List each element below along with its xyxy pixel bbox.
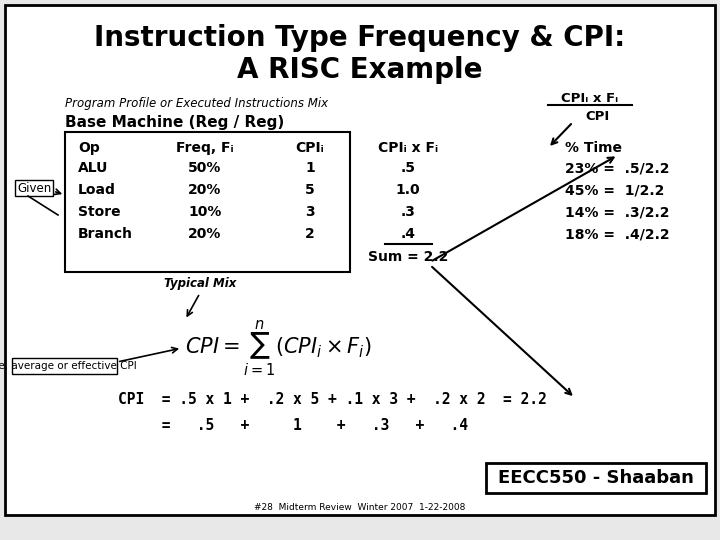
Text: CPI: CPI	[586, 110, 610, 123]
Text: i.e. average or effective CPI: i.e. average or effective CPI	[0, 361, 136, 371]
Text: % Time: % Time	[565, 141, 622, 155]
Text: Base Machine (Reg / Reg): Base Machine (Reg / Reg)	[65, 114, 284, 130]
Bar	[486, 463, 706, 493]
Bar	[65, 132, 350, 272]
Text: 2: 2	[305, 227, 315, 241]
Text: CPIᵢ: CPIᵢ	[296, 141, 325, 155]
Text: =   .5   +     1    +   .3   +   .4: = .5 + 1 + .3 + .4	[118, 417, 468, 433]
Text: Typical Mix: Typical Mix	[164, 276, 236, 289]
Text: Given: Given	[17, 181, 51, 194]
Bar	[15, 180, 53, 196]
Text: $CPI = \sum_{i=1}^{n}\left(CPI_i \times F_i\right)$: $CPI = \sum_{i=1}^{n}\left(CPI_i \times …	[185, 318, 372, 378]
Text: 10%: 10%	[189, 205, 222, 219]
Text: CPIᵢ x Fᵢ: CPIᵢ x Fᵢ	[378, 141, 438, 155]
Text: 23% =  .5/2.2: 23% = .5/2.2	[565, 161, 670, 175]
Text: A RISC Example: A RISC Example	[238, 56, 482, 84]
Text: 50%: 50%	[189, 161, 222, 175]
Text: CPIᵢ x Fᵢ: CPIᵢ x Fᵢ	[562, 91, 618, 105]
Text: Freq, Fᵢ: Freq, Fᵢ	[176, 141, 234, 155]
Bar	[12, 358, 117, 374]
Text: .3: .3	[400, 205, 415, 219]
Text: 14% =  .3/2.2: 14% = .3/2.2	[565, 205, 670, 219]
Text: Op: Op	[78, 141, 100, 155]
Text: Load: Load	[78, 183, 116, 197]
Text: Store: Store	[78, 205, 121, 219]
Text: Sum = 2.2: Sum = 2.2	[368, 250, 448, 264]
Text: 3: 3	[305, 205, 315, 219]
Text: 18% =  .4/2.2: 18% = .4/2.2	[565, 227, 670, 241]
Text: Program Profile or Executed Instructions Mix: Program Profile or Executed Instructions…	[65, 97, 328, 110]
Text: 45% =  1/2.2: 45% = 1/2.2	[565, 183, 665, 197]
Text: EECC550 - Shaaban: EECC550 - Shaaban	[498, 469, 694, 487]
Text: 1.0: 1.0	[396, 183, 420, 197]
Text: 20%: 20%	[189, 227, 222, 241]
Text: ALU: ALU	[78, 161, 109, 175]
Text: 1: 1	[305, 161, 315, 175]
Text: Branch: Branch	[78, 227, 133, 241]
Text: 20%: 20%	[189, 183, 222, 197]
Text: .4: .4	[400, 227, 415, 241]
Text: CPI  = .5 x 1 +  .2 x 5 + .1 x 3 +  .2 x 2  = 2.2: CPI = .5 x 1 + .2 x 5 + .1 x 3 + .2 x 2 …	[118, 393, 546, 408]
Text: #28  Midterm Review  Winter 2007  1-22-2008: #28 Midterm Review Winter 2007 1-22-2008	[254, 503, 466, 512]
Text: 5: 5	[305, 183, 315, 197]
Text: Instruction Type Frequency & CPI:: Instruction Type Frequency & CPI:	[94, 24, 626, 52]
Text: .5: .5	[400, 161, 415, 175]
